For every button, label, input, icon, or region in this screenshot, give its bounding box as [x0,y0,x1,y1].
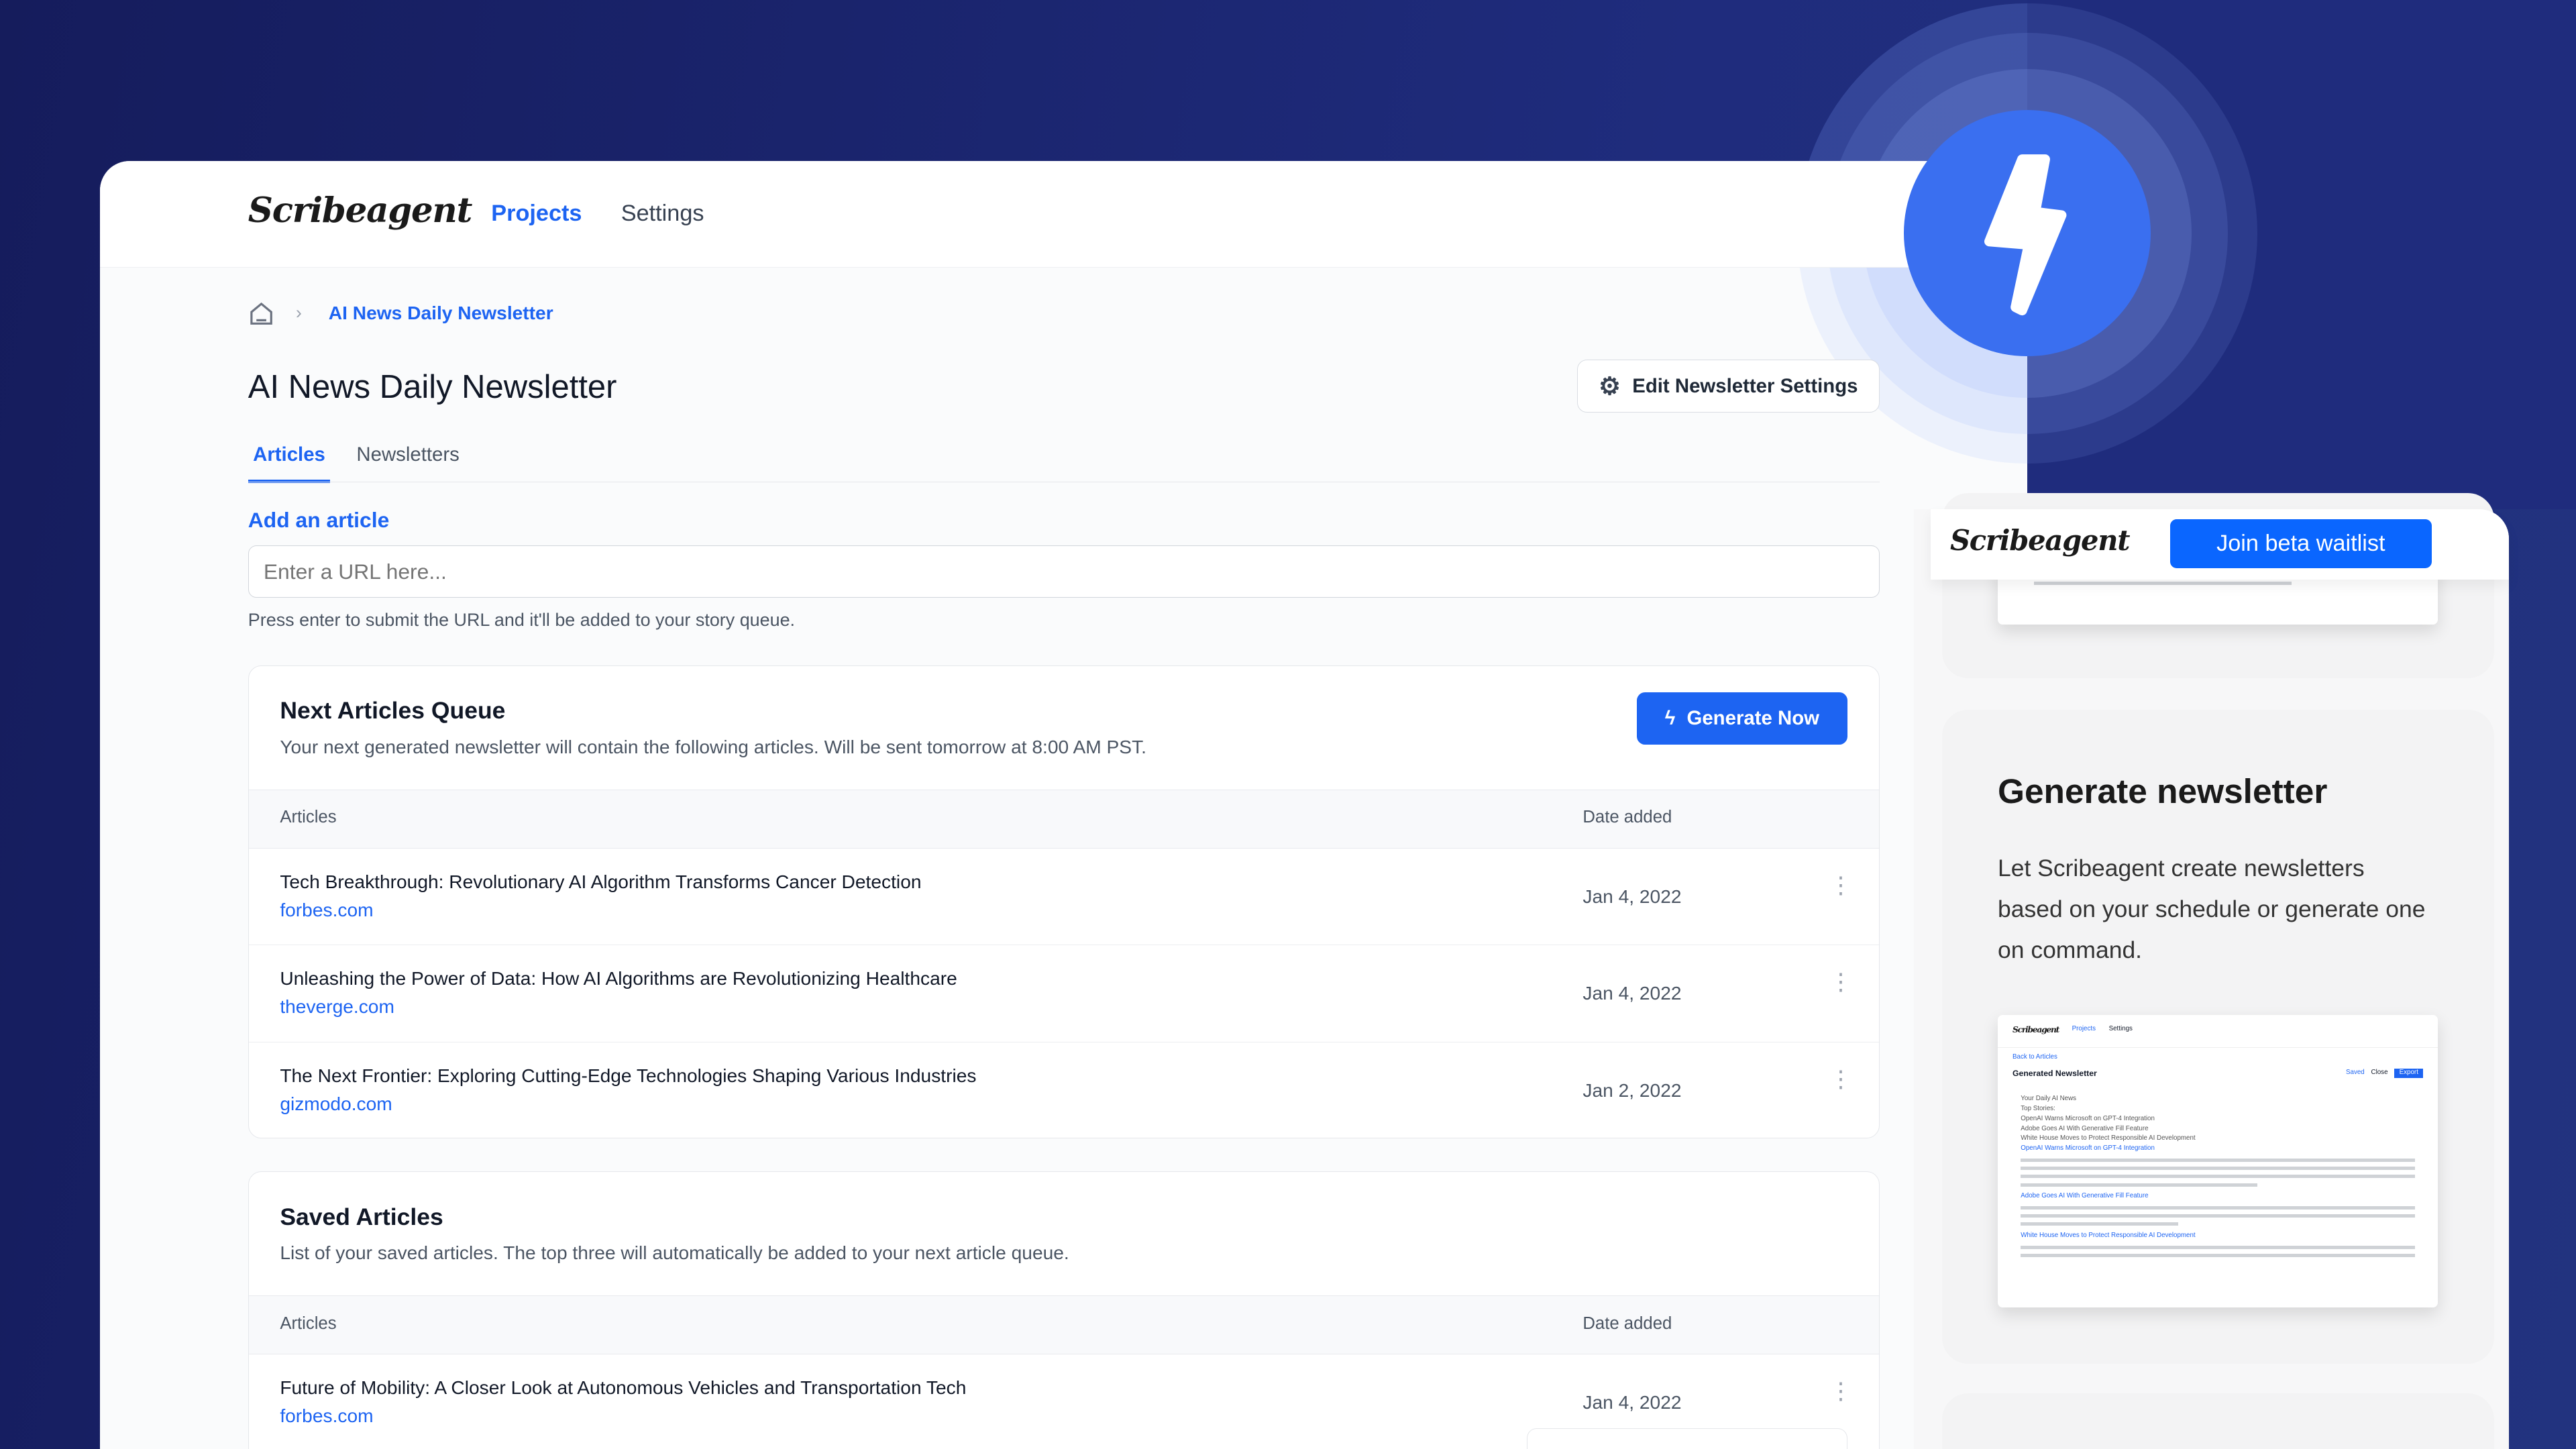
bolt-badge [1904,110,2151,357]
app-header [100,161,2028,268]
home-icon[interactable] [248,301,274,325]
table-header: Articles Date added [248,789,1879,849]
breadcrumb-current[interactable]: AI News Daily Newsletter [328,302,553,323]
add-article-label: Add an article [248,507,390,532]
more-icon[interactable]: ⋮ [1829,969,1852,996]
more-icon[interactable]: ⋮ [1829,1378,1852,1404]
column-articles: Articles [280,1313,337,1333]
join-beta-waitlist-button[interactable]: Join beta waitlist [2170,519,2432,569]
url-help-text: Press enter to submit the URL and it'll … [248,609,796,630]
tab-articles[interactable]: Articles [253,443,325,466]
row-menu-popup [1527,1428,1847,1449]
table-row[interactable]: Unleashing the Power of Data: How AI Alg… [248,945,1879,1042]
edit-newsletter-settings-button[interactable]: ⚙ Edit Newsletter Settings [1577,360,1880,413]
promo-card-3 [1941,1393,2494,1449]
saved-subtitle: List of your saved articles. The top thr… [280,1242,1069,1264]
generate-now-button[interactable]: ϟ Generate Now [1637,692,1847,745]
url-input[interactable] [248,545,1880,598]
source-link[interactable]: forbes.com [280,899,374,920]
tab-articles-underline [248,480,331,483]
gear-icon: ⚙ [1599,372,1621,400]
queue-subtitle: Your next generated newsletter will cont… [280,737,1146,758]
column-articles: Articles [280,808,337,827]
feature-title: Generate newsletter [1997,771,2328,810]
column-date-added: Date added [1582,808,1672,827]
logo: Scribeagent [248,191,473,231]
column-date-added: Date added [1582,1313,1672,1333]
breadcrumb-separator-icon: › [295,302,302,323]
queue-title: Next Articles Queue [280,697,506,724]
more-icon[interactable]: ⋮ [1829,1066,1852,1092]
table-row[interactable]: Future of Mobility: A Closer Look at Aut… [280,1377,1852,1426]
table-row[interactable]: Tech Breakthrough: Revolutionary AI Algo… [248,849,1879,946]
source-link[interactable]: theverge.com [280,996,394,1018]
newsletter-preview-thumbnail: Scribeagent Projects Settings Back to Ar… [1997,1015,2438,1308]
lightning-icon [1984,154,2067,316]
table-header: Articles Date added [248,1295,1879,1354]
saved-articles: Saved Articles List of your saved articl… [248,1171,1880,1449]
table-row[interactable]: The Next Frontier: Exploring Cutting-Edg… [280,1065,1852,1114]
page-title: AI News Daily Newsletter [248,368,617,405]
source-link[interactable]: forbes.com [280,1405,374,1426]
nav-settings[interactable]: Settings [621,200,704,226]
nav-projects[interactable]: Projects [491,200,582,226]
feature-text: Let Scribeagent create newsletters based… [1997,854,2426,964]
more-icon[interactable]: ⋮ [1829,872,1852,898]
promo-logo: Scribeagent [1949,524,2131,557]
next-articles-queue: Next Articles Queue Your next generated … [248,665,1880,1139]
generate-newsletter-card: Generate newsletter Let Scribeagent crea… [1941,709,2494,1364]
lightning-icon: ϟ [1664,707,1676,730]
saved-title: Saved Articles [280,1203,443,1230]
tab-newsletters[interactable]: Newsletters [356,443,460,466]
source-link[interactable]: gizmodo.com [280,1093,392,1114]
